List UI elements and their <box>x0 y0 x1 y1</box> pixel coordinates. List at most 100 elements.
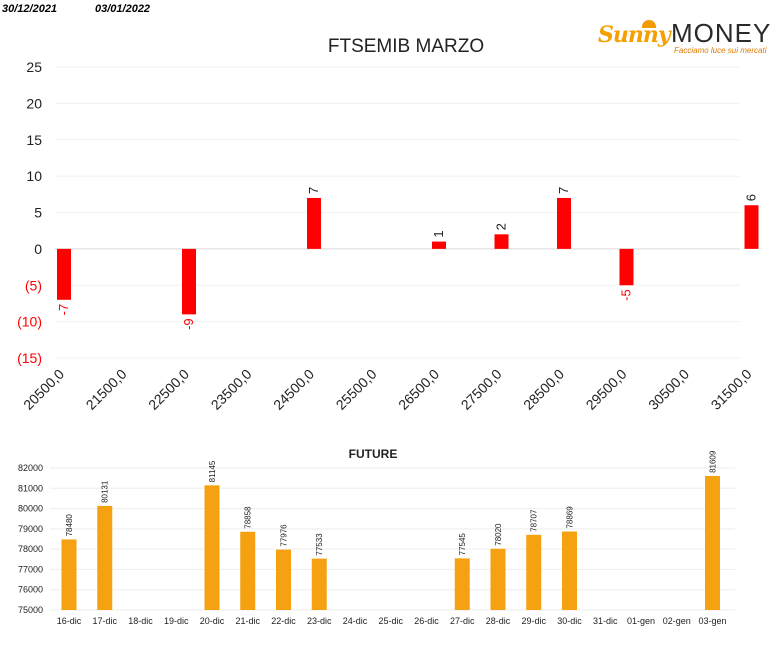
x-tick-label: 27500,0 <box>458 366 505 413</box>
bar-future <box>562 531 577 610</box>
y-axis-ticks: 82000 81000 80000 79000 78000 77000 76000 75000 <box>18 463 43 615</box>
bar-future <box>705 475 720 610</box>
bar-future <box>97 505 113 610</box>
date-from: 30/12/2021 <box>2 3 58 15</box>
data-label: 77533 <box>315 533 324 556</box>
bar-future <box>276 549 291 610</box>
x-tick-label: 22500,0 <box>145 366 192 413</box>
x-tick-label: 01-gen <box>627 616 655 626</box>
x-tick-label: 23500,0 <box>208 366 255 413</box>
logo-word-money: MONEY <box>671 18 772 48</box>
bar-red <box>494 234 509 249</box>
bar-future <box>240 531 256 610</box>
y-tick-label: 15 <box>26 132 42 148</box>
y-tick-label: 81000 <box>18 483 43 493</box>
data-label: 78480 <box>65 514 74 537</box>
x-tick-label: 28-dic <box>486 616 511 626</box>
bar-red <box>307 197 321 249</box>
bars <box>57 197 759 315</box>
y-axis-ticks: 25 20 15 10 5 0 (5) (10) (15) <box>17 59 42 366</box>
x-tick-label: 16-dic <box>57 616 82 626</box>
bar-future <box>454 558 470 610</box>
bars <box>61 475 720 610</box>
bar-future <box>61 539 77 610</box>
y-tick-label: 80000 <box>18 504 43 514</box>
y-tick-label: 10 <box>26 168 42 184</box>
bar-red <box>557 197 571 249</box>
x-tick-label: 25500,0 <box>333 366 380 413</box>
x-tick-label: 26-dic <box>414 616 439 626</box>
bar-red <box>619 248 634 286</box>
bar-red <box>432 241 446 249</box>
x-tick-label: 21500,0 <box>83 366 130 413</box>
x-tick-label: 28500,0 <box>520 366 567 413</box>
data-label: -9 <box>181 318 196 330</box>
x-tick-label: 03-gen <box>698 616 726 626</box>
x-tick-label: 17-dic <box>92 616 117 626</box>
data-label: 78020 <box>494 523 503 546</box>
chart-title: FTSEMIB MARZO <box>328 36 484 57</box>
y-tick-label: 78000 <box>18 544 43 554</box>
x-tick-label: 20500,0 <box>20 366 67 413</box>
chart-title: FUTURE <box>349 447 398 461</box>
x-tick-label: 18-dic <box>128 616 153 626</box>
sunny-money-logo: Sunny MONEY Facciamo luce sui mercati <box>598 16 778 56</box>
x-tick-label: 02-gen <box>663 616 691 626</box>
data-label: 78707 <box>530 509 539 532</box>
y-tick-label: 0 <box>34 241 42 257</box>
data-label: 2 <box>494 223 509 230</box>
bar-red <box>57 248 71 300</box>
ftsemib-options-chart: FTSEMIB MARZO 25 20 15 10 5 0 (5) (10) (15) -7 -9… <box>17 36 759 413</box>
data-label: -5 <box>619 289 634 301</box>
bar-red <box>744 205 759 249</box>
x-tick-label: 25-dic <box>378 616 403 626</box>
x-tick-label: 30500,0 <box>645 366 692 413</box>
bar-future <box>490 548 506 610</box>
y-tick-label: 75000 <box>18 605 43 615</box>
data-label: 77976 <box>280 524 289 547</box>
data-label: 81145 <box>208 460 217 482</box>
data-label: 80131 <box>101 480 110 503</box>
y-tick-label: (5) <box>25 277 42 293</box>
data-label: 78858 <box>244 506 253 529</box>
data-label: 7 <box>556 187 571 194</box>
bar-future <box>526 534 542 610</box>
x-tick-label: 23-dic <box>307 616 332 626</box>
logo-tagline: Facciamo luce sui mercati <box>674 46 767 55</box>
y-tick-label: 77000 <box>18 564 43 574</box>
data-label: 81609 <box>709 450 718 473</box>
y-tick-label: 79000 <box>18 524 43 534</box>
x-tick-label: 24500,0 <box>270 366 317 413</box>
x-tick-label: 22-dic <box>271 616 296 626</box>
x-tick-label: 31500,0 <box>708 366 755 413</box>
y-tick-label: 76000 <box>18 585 43 595</box>
logo-word-sunny: Sunny <box>598 22 671 48</box>
x-tick-label: 19-dic <box>164 616 189 626</box>
x-tick-label: 20-dic <box>200 616 225 626</box>
data-label: 7 <box>306 187 321 194</box>
data-label: 77545 <box>458 533 467 556</box>
x-tick-label: 24-dic <box>343 616 368 626</box>
x-tick-label: 26500,0 <box>395 366 442 413</box>
date-to: 03/01/2022 <box>95 3 151 15</box>
y-tick-label: 82000 <box>18 463 43 473</box>
bar-future <box>204 485 220 610</box>
sun-icon <box>642 20 656 28</box>
data-labels: 78480 80131 81145 78858 77976 77533 77545 78020… <box>65 450 718 555</box>
x-tick-label: 29500,0 <box>583 366 630 413</box>
data-label: -7 <box>56 304 71 316</box>
gridlines <box>55 66 740 359</box>
gridlines <box>50 467 735 611</box>
future-price-chart: FUTURE 82000 81000 80000 79000 78000 77000 760… <box>18 447 735 626</box>
y-tick-label: (10) <box>17 314 42 330</box>
x-tick-label: 27-dic <box>450 616 475 626</box>
x-axis-ticks: 20500,0 21500,0 22500,0 23500,0 24500,0 25500… <box>20 366 755 413</box>
x-axis-ticks: 16-dic 17-dic 18-dic 19-dic 20-dic 21-dic 22-d… <box>57 616 727 626</box>
y-tick-label: 5 <box>34 205 42 221</box>
data-label: 1 <box>431 230 446 237</box>
y-tick-label: 20 <box>26 95 42 111</box>
x-tick-label: 21-dic <box>235 616 260 626</box>
x-tick-label: 31-dic <box>593 616 618 626</box>
bar-future <box>311 558 327 610</box>
